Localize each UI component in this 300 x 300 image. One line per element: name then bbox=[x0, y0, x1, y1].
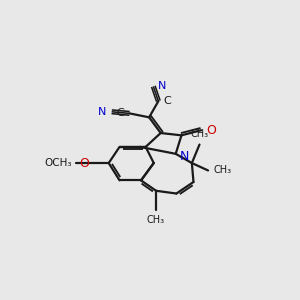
Text: N: N bbox=[180, 150, 189, 163]
Text: OCH₃: OCH₃ bbox=[45, 158, 72, 168]
Text: N: N bbox=[158, 81, 167, 92]
Text: CH₃: CH₃ bbox=[147, 215, 165, 226]
Text: C: C bbox=[164, 96, 171, 106]
Text: C: C bbox=[117, 108, 124, 118]
Text: N: N bbox=[98, 107, 106, 117]
Text: O: O bbox=[79, 157, 89, 169]
Text: CH₃: CH₃ bbox=[214, 165, 232, 176]
Text: CH₃: CH₃ bbox=[190, 129, 208, 139]
Text: O: O bbox=[206, 124, 216, 137]
